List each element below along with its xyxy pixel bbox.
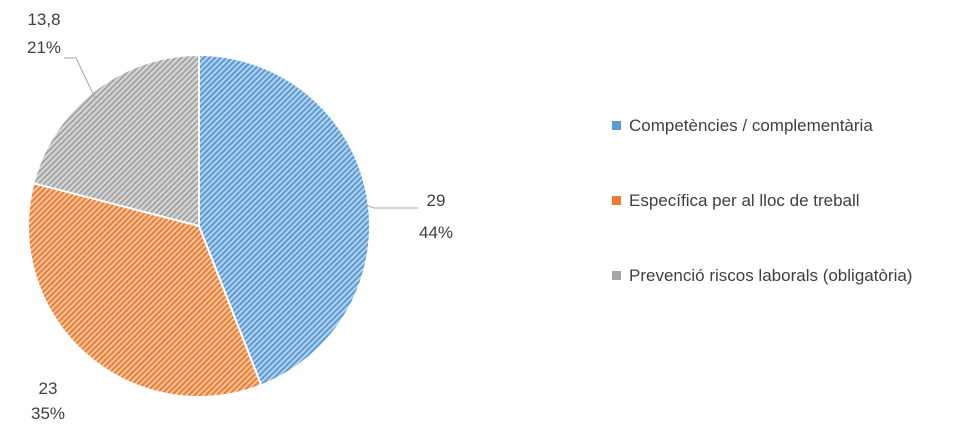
legend-item-competencies: Competències / complementària xyxy=(612,112,939,139)
slice-prevencio xyxy=(32,53,200,228)
data-label-value-prevencio: 13,8 xyxy=(27,10,60,29)
legend-item-especifica: Específica per al lloc de treball xyxy=(612,187,939,214)
legend-swatch-competencies xyxy=(612,121,621,130)
leader-line-competencies xyxy=(365,204,418,209)
pie-slices xyxy=(27,53,372,398)
data-labels: 29 44% 23 35% 13,8 21% xyxy=(27,10,453,423)
data-label-percent-prevencio: 21% xyxy=(27,38,61,57)
data-label-percent-competencies: 44% xyxy=(419,223,453,242)
legend-item-prevencio: Prevenció riscos laborals (obligatòria) xyxy=(612,262,939,289)
leader-line-prevencio xyxy=(64,57,96,99)
data-label-value-competencies: 29 xyxy=(427,191,446,210)
slice-competencies xyxy=(198,53,372,387)
legend-swatch-especifica xyxy=(612,196,621,205)
legend-label: Competències / complementària xyxy=(629,116,873,135)
legend-label: Específica per al lloc de treball xyxy=(629,191,860,210)
slice-especifica xyxy=(27,181,263,398)
legend-label: Prevenció riscos laborals (obligatòria) xyxy=(629,266,913,285)
data-label-percent-especifica: 35% xyxy=(31,404,65,423)
data-label-value-especifica: 23 xyxy=(39,379,58,398)
leader-lines xyxy=(64,57,418,209)
legend-swatch-prevencio xyxy=(612,271,621,280)
